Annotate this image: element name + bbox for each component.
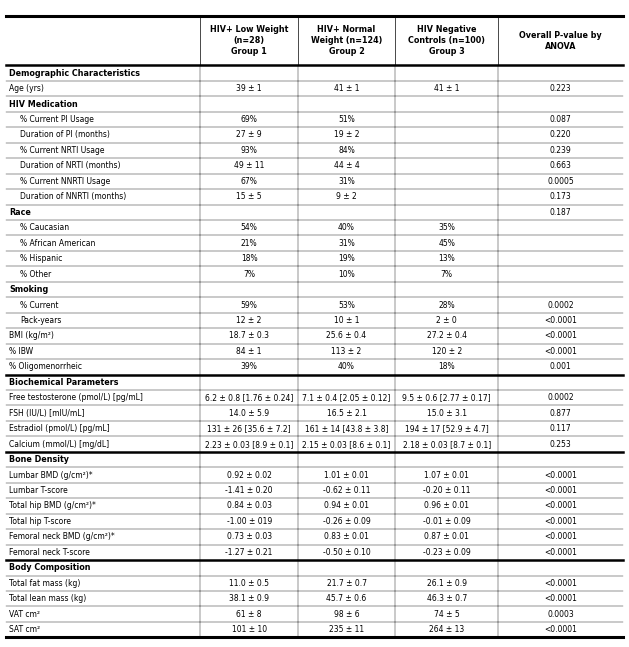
Text: <0.0001: <0.0001 [544, 347, 577, 356]
Text: 0.92 ± 0.02: 0.92 ± 0.02 [226, 470, 272, 479]
Text: 44 ± 4: 44 ± 4 [333, 161, 359, 170]
Text: 2.18 ± 0.03 [8.7 ± 0.1]: 2.18 ± 0.03 [8.7 ± 0.1] [403, 440, 491, 448]
Text: Total fat mass (kg): Total fat mass (kg) [9, 579, 81, 587]
Text: 2.23 ± 0.03 [8.9 ± 0.1]: 2.23 ± 0.03 [8.9 ± 0.1] [205, 440, 293, 448]
Text: -1.41 ± 0.20: -1.41 ± 0.20 [225, 486, 273, 495]
Text: 11.0 ± 0.5: 11.0 ± 0.5 [229, 579, 269, 587]
Text: Smoking: Smoking [9, 285, 48, 294]
Text: 21.7 ± 0.7: 21.7 ± 0.7 [326, 579, 367, 587]
Text: -0.26 ± 0.09: -0.26 ± 0.09 [323, 517, 370, 526]
Text: 1.01 ± 0.01: 1.01 ± 0.01 [324, 470, 369, 479]
Text: 15.0 ± 3.1: 15.0 ± 3.1 [426, 409, 467, 418]
Text: % Current: % Current [21, 300, 59, 309]
Text: HIV Negative
Controls (n=100)
Group 3: HIV Negative Controls (n=100) Group 3 [408, 25, 485, 56]
Text: HIV+ Normal
Weight (n=124)
Group 2: HIV+ Normal Weight (n=124) Group 2 [311, 25, 382, 56]
Text: Age (yrs): Age (yrs) [9, 84, 44, 93]
Text: Pack-years: Pack-years [21, 316, 62, 325]
Text: 0.84 ± 0.03: 0.84 ± 0.03 [226, 501, 272, 510]
Text: 1.07 ± 0.01: 1.07 ± 0.01 [425, 470, 469, 479]
Text: 84%: 84% [338, 146, 355, 155]
Text: 194 ± 17 [52.9 ± 4.7]: 194 ± 17 [52.9 ± 4.7] [405, 424, 489, 433]
Text: 27.2 ± 0.4: 27.2 ± 0.4 [426, 331, 467, 340]
Text: % Oligomenorrheic: % Oligomenorrheic [9, 362, 82, 371]
Text: 19 ± 2: 19 ± 2 [334, 131, 359, 140]
Text: Duration of PI (months): Duration of PI (months) [21, 131, 110, 140]
Text: 93%: 93% [241, 146, 258, 155]
Text: 0.173: 0.173 [550, 192, 571, 201]
Text: Biochemical Parameters: Biochemical Parameters [9, 378, 119, 387]
Text: <0.0001: <0.0001 [544, 594, 577, 603]
Text: -1.27 ± 0.21: -1.27 ± 0.21 [225, 548, 273, 557]
Text: -0.01 ± 0.09: -0.01 ± 0.09 [423, 517, 470, 526]
Text: 59%: 59% [241, 300, 258, 309]
Text: 0.0002: 0.0002 [547, 300, 574, 309]
Text: 7%: 7% [441, 270, 453, 279]
Text: <0.0001: <0.0001 [544, 532, 577, 542]
Text: <0.0001: <0.0001 [544, 517, 577, 526]
Text: 25.6 ± 0.4: 25.6 ± 0.4 [326, 331, 367, 340]
Text: 18.7 ± 0.3: 18.7 ± 0.3 [229, 331, 269, 340]
Text: <0.0001: <0.0001 [544, 579, 577, 587]
Text: Body Composition: Body Composition [9, 564, 91, 573]
Text: 0.0005: 0.0005 [547, 177, 574, 186]
Text: 120 ± 2: 120 ± 2 [431, 347, 462, 356]
Text: 2.15 ± 0.03 [8.6 ± 0.1]: 2.15 ± 0.03 [8.6 ± 0.1] [303, 440, 391, 448]
Text: % Other: % Other [21, 270, 52, 279]
Text: <0.0001: <0.0001 [544, 548, 577, 557]
Text: 0.087: 0.087 [550, 115, 571, 124]
Text: 0.0003: 0.0003 [547, 609, 574, 619]
Text: 10%: 10% [338, 270, 355, 279]
Text: -0.50 ± 0.10: -0.50 ± 0.10 [323, 548, 370, 557]
Text: Free testosterone (pmol/L) [pg/mL]: Free testosterone (pmol/L) [pg/mL] [9, 393, 143, 402]
Text: 31%: 31% [338, 239, 355, 248]
Text: HIV Medication: HIV Medication [9, 100, 78, 109]
Text: 13%: 13% [438, 254, 455, 263]
Text: 35%: 35% [438, 223, 455, 232]
Text: Femoral neck BMD (g/cm²)*: Femoral neck BMD (g/cm²)* [9, 532, 115, 542]
Text: Estradiol (pmol/L) [pg/mL]: Estradiol (pmol/L) [pg/mL] [9, 424, 110, 433]
Text: % Current NNRTI Usage: % Current NNRTI Usage [21, 177, 111, 186]
Text: -1.00 ± 019: -1.00 ± 019 [226, 517, 272, 526]
Text: 264 ± 13: 264 ± 13 [429, 625, 464, 634]
Text: 0.87 ± 0.01: 0.87 ± 0.01 [425, 532, 469, 542]
Text: 6.2 ± 0.8 [1.76 ± 0.24]: 6.2 ± 0.8 [1.76 ± 0.24] [205, 393, 293, 402]
Text: 0.73 ± 0.03: 0.73 ± 0.03 [226, 532, 272, 542]
Text: 0.94 ± 0.01: 0.94 ± 0.01 [324, 501, 369, 510]
Text: 27 ± 9: 27 ± 9 [237, 131, 262, 140]
Text: Lumbar BMD (g/cm²)*: Lumbar BMD (g/cm²)* [9, 470, 93, 479]
Text: <0.0001: <0.0001 [544, 316, 577, 325]
Text: 18%: 18% [438, 362, 455, 371]
Text: 41 ± 1: 41 ± 1 [434, 84, 459, 93]
Text: 7.1 ± 0.4 [2.05 ± 0.12]: 7.1 ± 0.4 [2.05 ± 0.12] [303, 393, 391, 402]
Text: 9 ± 2: 9 ± 2 [336, 192, 357, 201]
Text: 15 ± 5: 15 ± 5 [237, 192, 262, 201]
Text: 45%: 45% [438, 239, 455, 248]
Text: <0.0001: <0.0001 [544, 470, 577, 479]
Text: % Hispanic: % Hispanic [21, 254, 63, 263]
Text: % Caucasian: % Caucasian [21, 223, 70, 232]
Text: -0.20 ± 0.11: -0.20 ± 0.11 [423, 486, 470, 495]
Text: 235 ± 11: 235 ± 11 [329, 625, 364, 634]
Text: FSH (IU/L) [mIU/mL]: FSH (IU/L) [mIU/mL] [9, 409, 85, 418]
Text: 49 ± 11: 49 ± 11 [234, 161, 264, 170]
Text: 0.96 ± 0.01: 0.96 ± 0.01 [424, 501, 469, 510]
Text: Overall P-value by
ANOVA: Overall P-value by ANOVA [519, 30, 602, 50]
Text: 61 ± 8: 61 ± 8 [237, 609, 262, 619]
Text: 131 ± 26 [35.6 ± 7.2]: 131 ± 26 [35.6 ± 7.2] [208, 424, 291, 433]
Text: <0.0001: <0.0001 [544, 486, 577, 495]
Text: Calcium (mmol/L) [mg/dL]: Calcium (mmol/L) [mg/dL] [9, 440, 109, 448]
Text: Femoral neck T-score: Femoral neck T-score [9, 548, 90, 557]
Text: 0.187: 0.187 [550, 208, 571, 217]
Text: VAT cm²: VAT cm² [9, 609, 40, 619]
Text: 18%: 18% [241, 254, 257, 263]
Text: 19%: 19% [338, 254, 355, 263]
Text: 39 ± 1: 39 ± 1 [237, 84, 262, 93]
Text: 0.83 ± 0.01: 0.83 ± 0.01 [324, 532, 369, 542]
Text: 74 ± 5: 74 ± 5 [434, 609, 460, 619]
Text: Demographic Characteristics: Demographic Characteristics [9, 69, 140, 78]
Text: -0.62 ± 0.11: -0.62 ± 0.11 [323, 486, 370, 495]
Text: 0.663: 0.663 [550, 161, 571, 170]
Text: 0.001: 0.001 [550, 362, 571, 371]
Text: % IBW: % IBW [9, 347, 33, 356]
Text: 40%: 40% [338, 362, 355, 371]
